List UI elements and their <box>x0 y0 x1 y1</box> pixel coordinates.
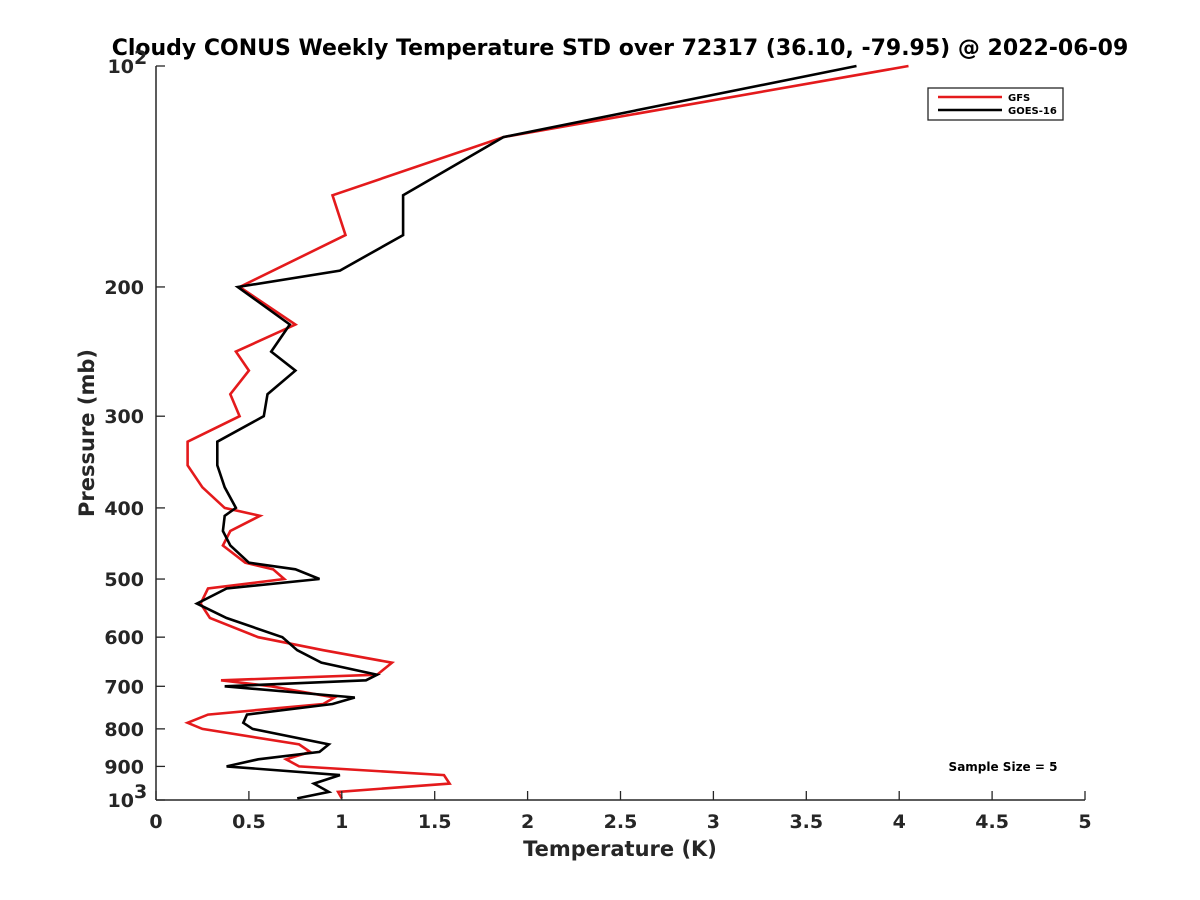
series-line-gfs <box>184 64 909 800</box>
legend-label-gfs: GFS <box>1008 93 1030 104</box>
sample-size-annotation: Sample Size = 5 <box>949 760 1058 774</box>
y-tick-label: 10 <box>108 56 134 78</box>
x-tick-label: 3 <box>707 811 720 833</box>
x-tick-label: 0 <box>149 811 162 833</box>
y-tick-label: 800 <box>104 719 144 741</box>
legend-label-goes16: GOES-16 <box>1008 106 1057 117</box>
y-tick-label: 500 <box>104 569 144 591</box>
y-tick-label: 400 <box>104 498 144 520</box>
chart-title: Cloudy CONUS Weekly Temperature STD over… <box>112 36 1129 61</box>
x-tick-label: 1.5 <box>418 811 452 833</box>
y-tick-label: 700 <box>104 676 144 698</box>
x-tick-label: 4 <box>893 811 906 833</box>
y-tick-label: 10 <box>108 790 134 812</box>
legend-box <box>927 87 1064 121</box>
legend: GFS GOES-16 <box>927 87 1064 121</box>
y-tick-label: 300 <box>104 406 144 428</box>
series-line-goes16 <box>193 64 857 800</box>
x-ticks: 0 0.5 1 1.5 2 2.5 3 3.5 4 4.5 5 <box>149 791 1092 833</box>
x-axis-label: Temperature (K) <box>523 837 717 861</box>
y-tick-label: 900 <box>104 756 144 778</box>
x-tick-label: 3.5 <box>789 811 823 833</box>
x-tick-label: 2.5 <box>604 811 638 833</box>
x-tick-label: 5 <box>1078 811 1091 833</box>
y-axis-label: Pressure (mb) <box>75 349 99 517</box>
y-tick-label: 600 <box>104 627 144 649</box>
x-tick-label: 0.5 <box>232 811 266 833</box>
series-layer <box>184 64 909 800</box>
x-tick-label: 1 <box>335 811 348 833</box>
x-tick-label: 2 <box>521 811 534 833</box>
y-tick-label: 200 <box>104 277 144 299</box>
y-tick-exponent: 2 <box>134 47 147 69</box>
y-tick-exponent: 3 <box>134 781 147 803</box>
x-tick-label: 4.5 <box>975 811 1009 833</box>
